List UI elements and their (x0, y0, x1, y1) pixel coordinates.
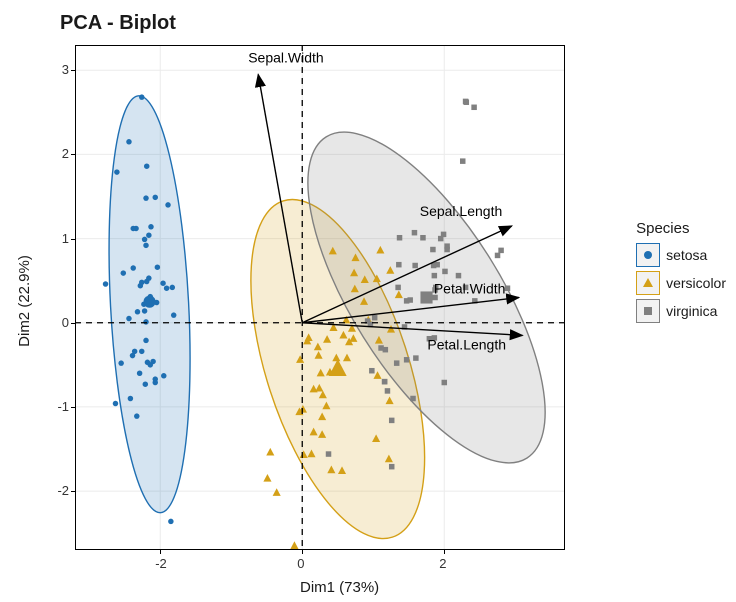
legend-item: versicolor (636, 271, 726, 295)
loading-label: Sepal.Width (248, 49, 323, 65)
legend-title: Species (636, 220, 726, 237)
legend-item: setosa (636, 243, 726, 267)
loading-label: Sepal.Length (420, 203, 503, 219)
pca-biplot-chart: PCA - Biplot Dim2 (22.9%) Dim1 (73%) Sep… (0, 0, 736, 602)
y-tick-label: 3 (53, 62, 69, 77)
legend-swatch (636, 271, 660, 295)
x-tick-label: 0 (297, 556, 304, 571)
x-tick-label: 2 (439, 556, 446, 571)
legend-label: virginica (666, 303, 717, 319)
chart-title: PCA - Biplot (60, 12, 176, 35)
legend-label: setosa (666, 247, 707, 263)
y-tick-label: -1 (53, 399, 69, 414)
legend-swatch (636, 243, 660, 267)
y-tick-label: 2 (53, 146, 69, 161)
legend-swatch (636, 299, 660, 323)
legend-label: versicolor (666, 275, 726, 291)
plot-area: Sepal.Length Sepal.Width Petal.Length Petal… (75, 45, 565, 550)
y-axis-label: Dim2 (22.9%) (16, 255, 33, 347)
loading-label: Petal.Width (434, 281, 506, 297)
x-tick-label: -2 (155, 556, 167, 571)
x-axis-label: Dim1 (73%) (300, 579, 379, 596)
legend-item: virginica (636, 299, 726, 323)
y-tick-label: -2 (53, 483, 69, 498)
y-tick-label: 0 (53, 315, 69, 330)
legend: Species setosa versicolor virginica (636, 220, 726, 327)
loading-label: Petal.Length (427, 336, 506, 352)
y-tick-label: 1 (53, 231, 69, 246)
